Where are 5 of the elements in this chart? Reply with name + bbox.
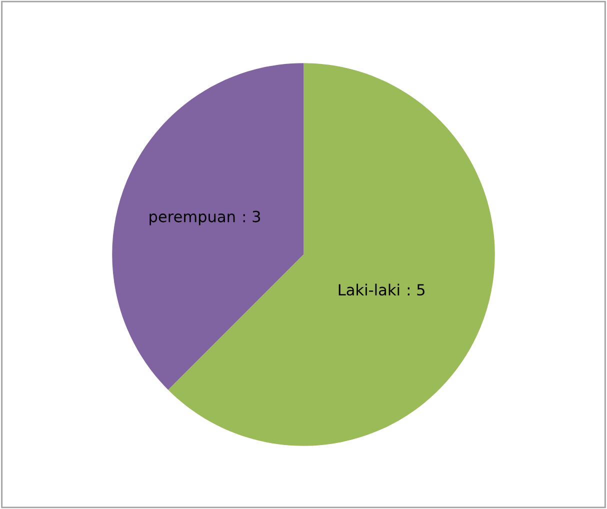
data-label: : 5 <box>408 284 424 296</box>
pie-slice <box>112 63 304 390</box>
slice-label: Laki-laki <box>338 284 400 296</box>
data-label: : 3 <box>243 210 260 222</box>
slice-label: perempuan <box>150 214 235 226</box>
